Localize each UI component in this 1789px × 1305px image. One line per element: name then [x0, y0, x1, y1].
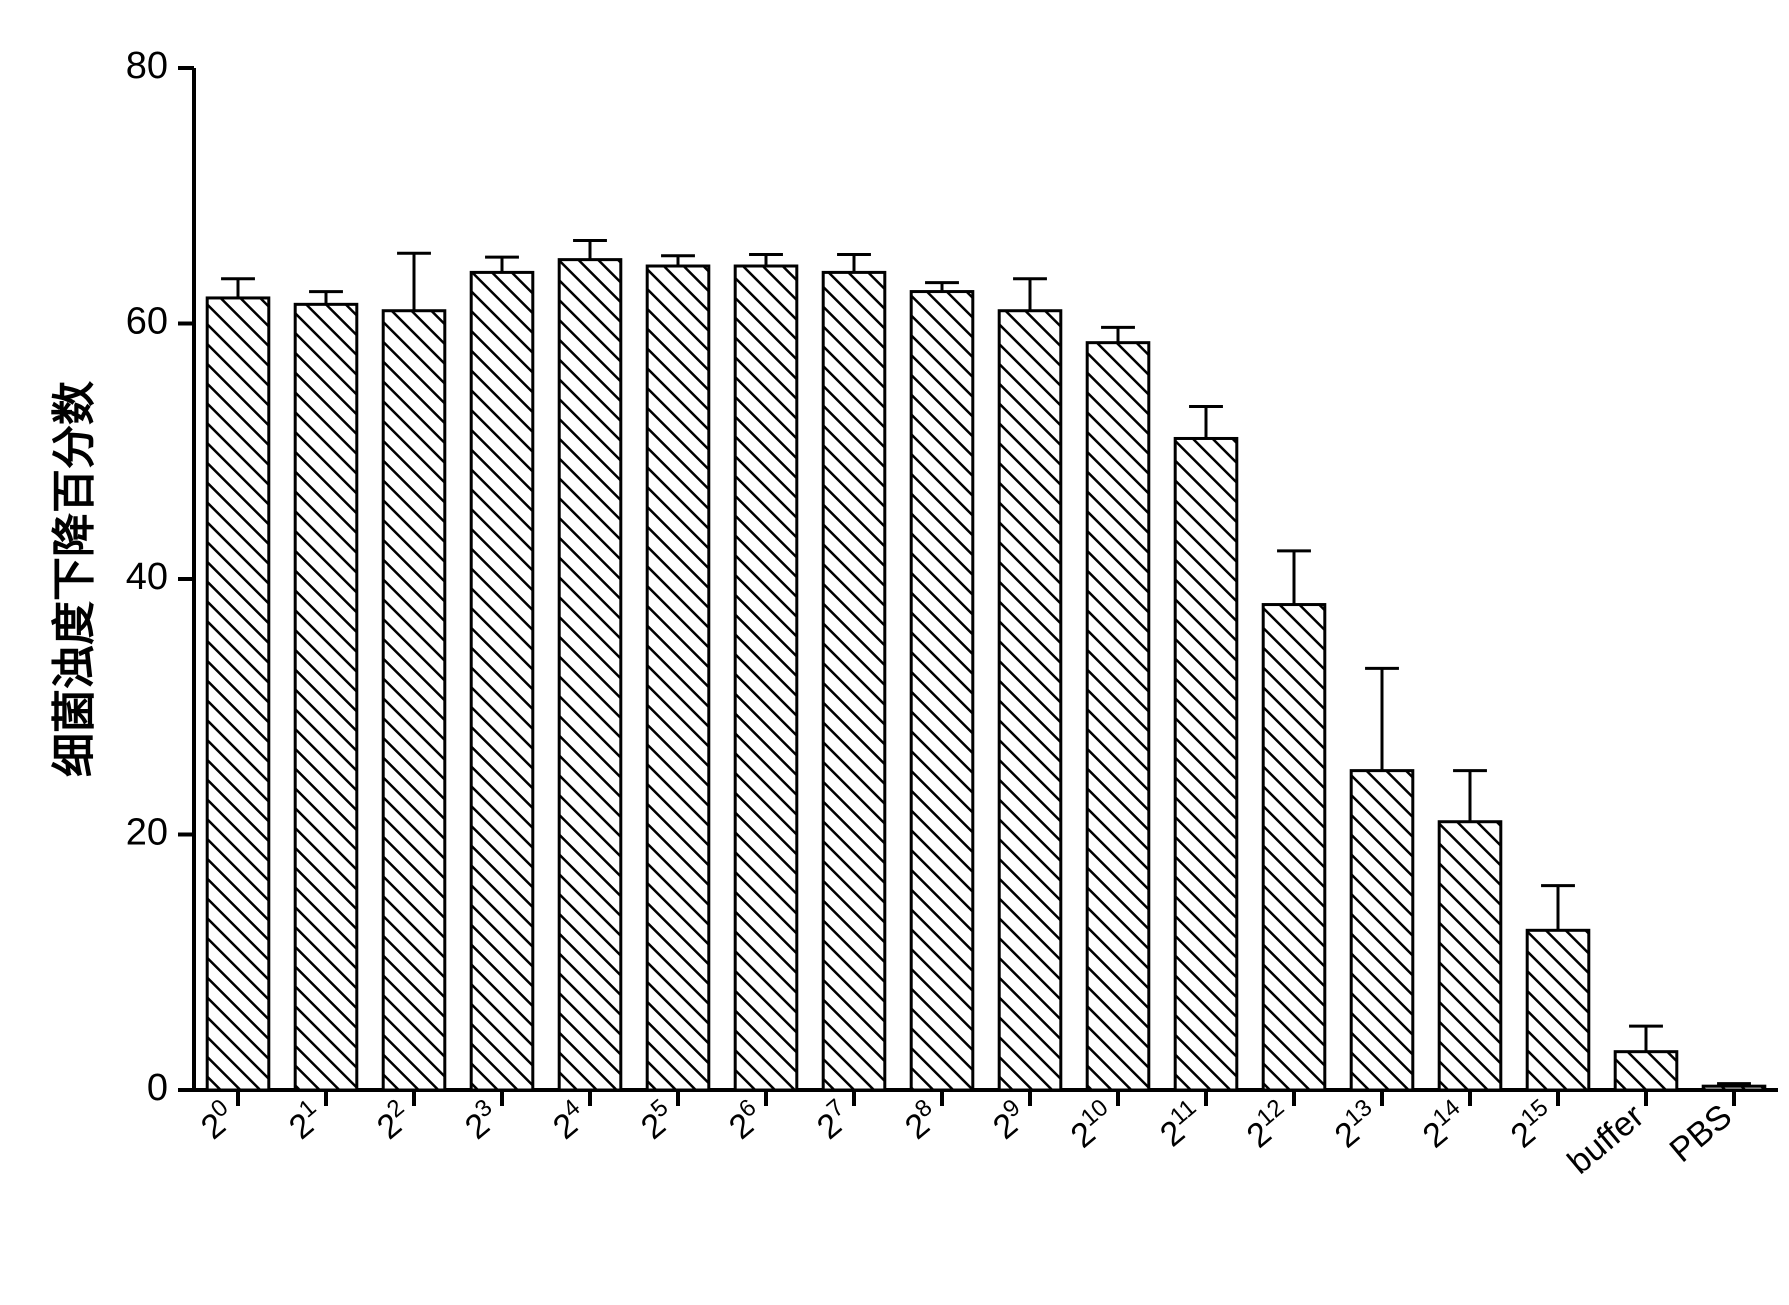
- x-tick-label: 29: [983, 1094, 1035, 1147]
- bar: [1439, 822, 1501, 1090]
- bar: [559, 260, 621, 1090]
- bar: [1615, 1052, 1677, 1090]
- bar-chart: 0 20 40 60 80 20 21 22 23 24 25 26 27 28 29 210 211 212 2…: [20, 20, 1769, 1285]
- bar: [823, 272, 885, 1090]
- y-tick-label: 80: [126, 45, 168, 87]
- bar: [383, 311, 445, 1090]
- x-tick-label: 211: [1150, 1094, 1211, 1155]
- x-tick-label: 26: [719, 1094, 771, 1147]
- bar: [471, 272, 533, 1090]
- chart-svg: 0 20 40 60 80 20 21 22 23 24 25 26 27 28 29 210 211 212 2…: [20, 20, 1789, 1285]
- bar: [911, 292, 973, 1090]
- bar: [295, 304, 357, 1090]
- x-tick-label: 24: [543, 1094, 595, 1147]
- bar: [1527, 930, 1589, 1090]
- bar: [1703, 1086, 1765, 1090]
- y-tick-label: 20: [126, 812, 168, 854]
- bar: [1175, 438, 1237, 1090]
- x-tick-label: 214: [1413, 1094, 1475, 1156]
- x-tick-label: 25: [631, 1094, 683, 1147]
- x-tick-label: 213: [1325, 1094, 1387, 1156]
- x-tick-label: 28: [895, 1094, 947, 1147]
- y-axis-title: 细菌浊度下降百分数: [50, 381, 99, 777]
- bar: [735, 266, 797, 1090]
- y-tick-label: 0: [147, 1067, 168, 1109]
- bar: [999, 311, 1061, 1090]
- bar: [647, 266, 709, 1090]
- y-tick-label: 40: [126, 556, 168, 598]
- x-tick-label: 215: [1501, 1094, 1563, 1156]
- y-tick-label: 60: [126, 301, 168, 343]
- x-tick-label: 212: [1237, 1094, 1299, 1156]
- x-tick-label: 22: [367, 1094, 419, 1147]
- x-tick-label: 210: [1061, 1094, 1123, 1156]
- x-tick-label: 21: [279, 1094, 331, 1147]
- x-tick-label: PBS: [1663, 1097, 1740, 1170]
- bar: [207, 298, 269, 1090]
- x-tick-label: 23: [455, 1094, 507, 1147]
- bar: [1263, 605, 1325, 1090]
- x-tick-label: 20: [191, 1094, 243, 1147]
- bar: [1351, 771, 1413, 1090]
- x-tick-label: buffer: [1561, 1097, 1652, 1182]
- bar: [1087, 343, 1149, 1090]
- x-tick-label: 27: [807, 1094, 859, 1147]
